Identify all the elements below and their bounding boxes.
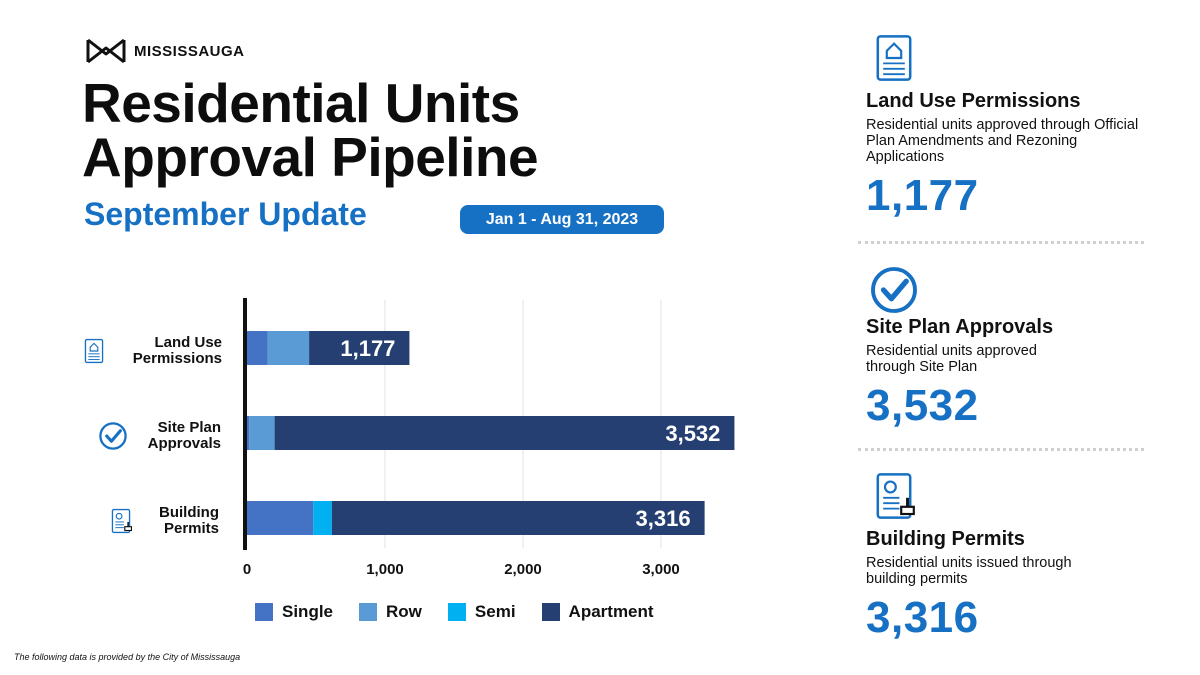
card-description: Residential units issued through buildin…: [866, 555, 1072, 587]
bar-segment-apartment: [309, 331, 410, 365]
card-value: 3,532: [866, 381, 979, 430]
card-title: Site Plan Approvals: [866, 316, 1054, 338]
legend-item-row: Row: [359, 602, 422, 622]
category-label: Permissions: [133, 350, 222, 367]
card-value: 1,177: [866, 171, 979, 220]
legend-label: Semi: [474, 602, 516, 621]
document-house-icon: [84, 338, 104, 364]
chart-legend: Single Row Semi Apartment: [255, 602, 654, 622]
bar-segment-apartment: [331, 501, 705, 535]
brand-name: MISSISSAUGA: [134, 42, 245, 60]
summary-card: Site Plan Approvals Residential units app…: [866, 266, 1166, 431]
legend-swatch: [359, 603, 378, 621]
category-label: Building: [159, 504, 219, 521]
x-tick-label: 0: [243, 561, 251, 578]
bar-segment-apartment: [274, 416, 735, 450]
page-subtitle: September Update: [84, 196, 367, 232]
bar-segment-semi: [313, 501, 332, 535]
card-description: Residential units approved through Offic…: [866, 117, 1139, 165]
document-house-icon: [876, 35, 912, 81]
permit-stamp-icon: [876, 473, 915, 519]
legend-item-single: Single: [255, 602, 333, 622]
bar-segment-single: [247, 331, 268, 365]
category-label: Site Plan: [158, 419, 221, 436]
bar-segment-single: [247, 416, 250, 450]
footnote: The following data is provided by the Ci…: [14, 652, 241, 662]
card-divider: [858, 448, 1144, 451]
checkmark-circle-icon: [99, 422, 127, 450]
card-value: 3,316: [866, 593, 979, 642]
category-label: Permits: [164, 520, 219, 537]
x-tick-label: 3,000: [642, 561, 680, 578]
bar-total-label: 3,316: [636, 506, 691, 531]
card-title: Land Use Permissions: [866, 90, 1081, 112]
page-title: Residential Units Approval Pipeline: [82, 72, 539, 188]
legend-label: Row: [386, 602, 422, 621]
category-label: Approvals: [148, 435, 221, 452]
mississauga-logo-icon: [86, 38, 126, 64]
x-tick-label: 2,000: [504, 561, 542, 578]
date-range-badge: Jan 1 - Aug 31, 2023: [460, 205, 664, 234]
bar-total-label: 1,177: [340, 336, 395, 361]
permit-stamp-icon: [111, 508, 133, 534]
bar-segment-row: [267, 331, 310, 365]
card-description: Residential units approved through Site …: [866, 343, 1037, 375]
checkmark-circle-icon: [871, 267, 917, 313]
legend-swatch: [447, 603, 466, 621]
bar-segment-single: [247, 501, 314, 535]
bar-total-label: 3,532: [665, 421, 720, 446]
card-title: Building Permits: [866, 528, 1025, 550]
pipeline-bar-chart: 1,177 3,532 3,316 0 1,000 2,000 3,000 Land Us…: [84, 298, 735, 578]
legend-item-apartment: Apartment: [541, 602, 654, 622]
card-divider: [858, 241, 1144, 244]
legend-label: Apartment: [568, 602, 654, 621]
x-tick-label: 1,000: [366, 561, 404, 578]
title-line-1: Residential Units: [82, 72, 520, 134]
title-line-2: Approval Pipeline: [82, 126, 539, 188]
bar-segment-row: [249, 416, 275, 450]
legend-swatch: [541, 603, 560, 621]
summary-card: Land Use Permissions Residential units ap…: [866, 34, 1166, 221]
summary-card: Building Permits Residential units issued…: [866, 472, 1166, 643]
city-logo: MISSISSAUGA: [86, 38, 245, 64]
legend-swatch: [255, 603, 273, 621]
legend-label: Single: [282, 602, 334, 621]
legend-item-semi: Semi: [447, 602, 516, 622]
category-label: Land Use: [154, 334, 222, 351]
